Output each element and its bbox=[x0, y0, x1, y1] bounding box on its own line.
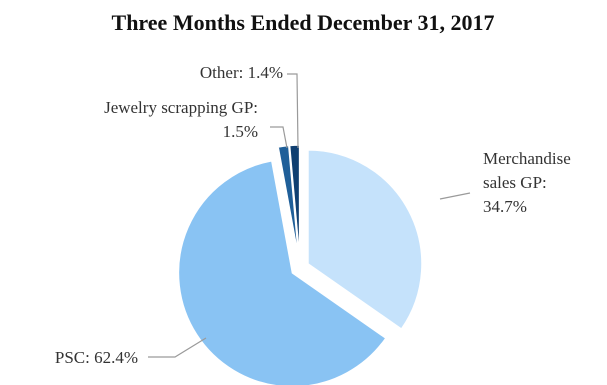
chart-title: Three Months Ended December 31, 2017 bbox=[112, 10, 495, 35]
pie-slice-jewelry-scrapping-gp bbox=[277, 144, 300, 260]
leader-line-psc-62-4 bbox=[148, 337, 207, 358]
leader-line-jewelry-scrapping-gp bbox=[270, 126, 288, 149]
slice-label-other-1-4: Other: 1.4% bbox=[200, 63, 283, 82]
slice-label-line: 34.7% bbox=[483, 197, 527, 216]
slice-label-line: Other: 1.4% bbox=[200, 63, 283, 82]
slice-label-line: Merchandise bbox=[483, 149, 571, 168]
slice-label-line: sales GP: bbox=[483, 173, 547, 192]
slice-label-line: Jewelry scrapping GP: bbox=[104, 98, 258, 117]
slice-label-merchandise: Merchandise sales GP: 34.7% bbox=[483, 149, 571, 216]
leader-line-other-1-4 bbox=[287, 73, 299, 149]
leader-line-merchandise bbox=[439, 192, 471, 200]
slice-label-jewelry-scrapping-gp: Jewelry scrapping GP: 1.5% bbox=[104, 98, 258, 141]
pie-slice-other-1-4 bbox=[288, 144, 301, 260]
slice-label-line: 1.5% bbox=[223, 122, 258, 141]
pie-slice-psc-62-4 bbox=[177, 159, 387, 385]
slice-label-line: PSC: 62.4% bbox=[55, 348, 138, 367]
slice-label-psc-62-4: PSC: 62.4% bbox=[55, 348, 138, 367]
pie-slice-merchandise bbox=[307, 149, 423, 331]
